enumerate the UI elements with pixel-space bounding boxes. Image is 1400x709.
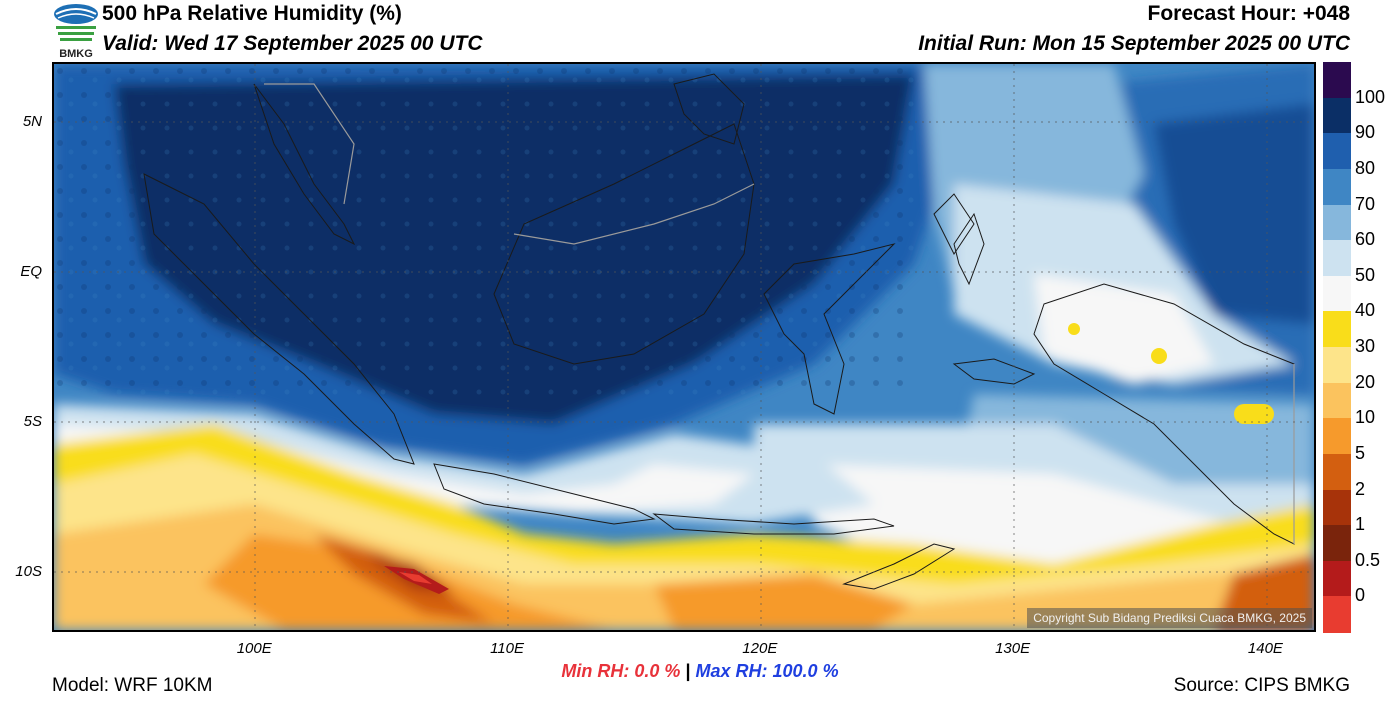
colorbar-label: 5 bbox=[1355, 442, 1366, 463]
bmkg-emblem-icon bbox=[54, 4, 98, 41]
initial-run: Initial Run: Mon 15 September 2025 00 UT… bbox=[918, 32, 1350, 55]
colorbar-label: 1 bbox=[1355, 514, 1366, 535]
lat-label: 10S bbox=[15, 563, 42, 580]
colorbar-label: 20 bbox=[1355, 371, 1376, 392]
lat-label: 5N bbox=[22, 113, 42, 130]
coastlines bbox=[143, 73, 1295, 590]
lon-label: 110E bbox=[490, 640, 524, 657]
humidity-map[interactable]: Copyright Sub Bidang Prediksi Cuaca BMKG… bbox=[52, 62, 1316, 632]
colorbar-segment bbox=[1323, 347, 1351, 384]
valid-time: Valid: Wed 17 September 2025 00 UTC bbox=[102, 32, 483, 55]
colorbar-segment bbox=[1323, 275, 1351, 312]
colorbar-label: 40 bbox=[1355, 300, 1376, 321]
humidity-field bbox=[54, 64, 1314, 630]
colorbar-label: 100 bbox=[1355, 86, 1386, 107]
colorbar-label: 0 bbox=[1355, 585, 1366, 606]
colorbar-label: 80 bbox=[1355, 157, 1376, 178]
forecast-hour: Forecast Hour: +048 bbox=[1147, 2, 1351, 25]
colorbar-segment bbox=[1323, 240, 1351, 277]
colorbar-segment bbox=[1323, 133, 1351, 170]
min-rh: Min RH: 0.0 % bbox=[561, 661, 681, 681]
max-rh: Max RH: 100.0 % bbox=[695, 661, 839, 681]
colorbar-label: 2 bbox=[1355, 478, 1366, 499]
colorbar-segment bbox=[1323, 560, 1351, 597]
lat-label: EQ bbox=[20, 263, 42, 280]
lon-label: 120E bbox=[742, 640, 778, 657]
colorbar-label: 90 bbox=[1355, 122, 1376, 143]
colorbar-segment bbox=[1323, 168, 1351, 205]
colorbar-segment bbox=[1323, 489, 1351, 526]
lon-label: 100E bbox=[236, 640, 272, 657]
colorbar-label: 30 bbox=[1355, 336, 1376, 356]
logo-label: BMKG bbox=[59, 48, 93, 60]
copyright-notice: Copyright Sub Bidang Prediksi Cuaca BMKG… bbox=[1027, 608, 1312, 628]
chart-title: 500 hPa Relative Humidity (%) bbox=[102, 2, 402, 25]
colorbar-label: 0.5 bbox=[1355, 549, 1381, 570]
model-label: Model: WRF 10KM bbox=[52, 675, 213, 696]
colorbar-segment bbox=[1323, 97, 1351, 134]
colorbar-segment bbox=[1323, 596, 1351, 633]
colorbar-segment bbox=[1323, 62, 1351, 99]
colorbar-segment bbox=[1323, 382, 1351, 419]
bmkg-logo: BMKG bbox=[52, 2, 100, 60]
rh-range: Min RH: 0.0 % | Max RH: 100.0 % bbox=[0, 661, 1400, 682]
lon-label: 130E bbox=[995, 640, 1031, 657]
colorbar-label: 70 bbox=[1355, 193, 1376, 214]
colorbar bbox=[1323, 62, 1351, 633]
colorbar-segment bbox=[1323, 204, 1351, 241]
colorbar-segment bbox=[1323, 525, 1351, 562]
lat-label: 5S bbox=[23, 413, 42, 430]
rh-separator: | bbox=[685, 661, 691, 681]
source-label: Source: CIPS BMKG bbox=[1173, 675, 1350, 696]
colorbar-segment bbox=[1323, 453, 1351, 490]
colorbar-segment bbox=[1323, 311, 1351, 348]
lon-label: 140E bbox=[1247, 640, 1283, 657]
colorbar-label: 60 bbox=[1355, 229, 1376, 250]
colorbar-segment bbox=[1323, 418, 1351, 455]
colorbar-label: 50 bbox=[1355, 264, 1376, 285]
colorbar-label: 10 bbox=[1355, 407, 1376, 428]
